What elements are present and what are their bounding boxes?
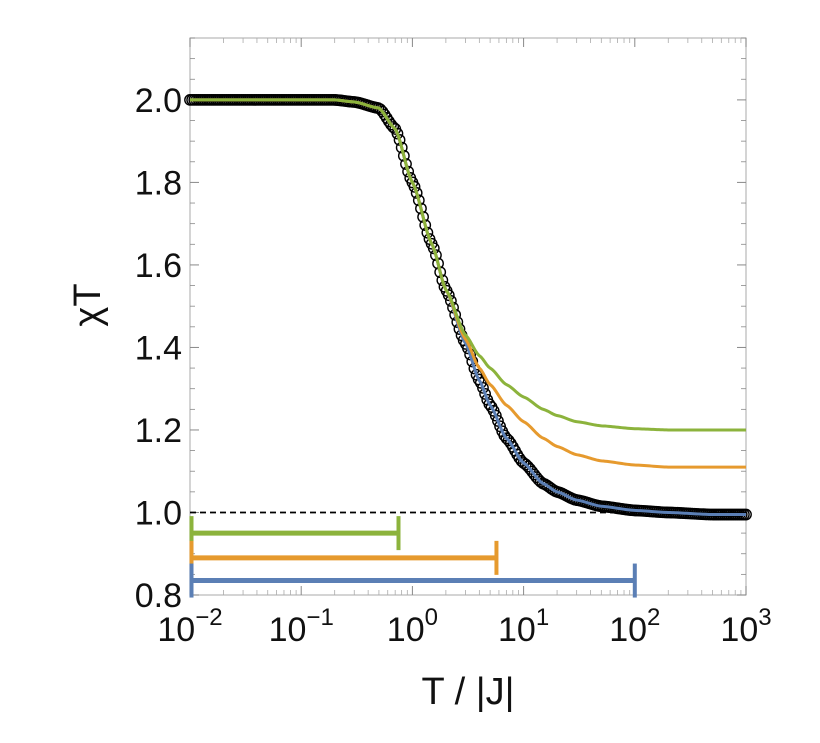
marker-series [184, 93, 752, 521]
x-tick-exponent: −2 [195, 604, 222, 631]
range-bar-1 [189, 516, 401, 551]
data-point [408, 180, 421, 193]
y-tick-label: 1.0 [135, 494, 182, 532]
x-tick-base: 10 [157, 611, 195, 649]
tick-labels: 0.81.01.21.41.61.82.010−2 10−1 100 101 102 10… [135, 82, 772, 649]
data-point [489, 409, 502, 422]
x-tick-base: 10 [387, 611, 425, 649]
data-point [427, 242, 440, 255]
x-tick-label: 100 [387, 604, 438, 649]
data-point [477, 381, 489, 394]
y-tick-label: 2.0 [135, 82, 182, 120]
data-point [376, 105, 389, 118]
x-tick-label: 102 [609, 604, 660, 649]
y-tick-label: 1.2 [135, 412, 182, 450]
series-line-2 [190, 98, 746, 469]
data-point [387, 121, 400, 133]
y-tick-label: 1.6 [135, 247, 182, 285]
x-tick-base: 10 [498, 611, 536, 649]
x-tick-label: 10−1 [269, 604, 334, 649]
range-bar-3 [189, 563, 637, 598]
data-point [442, 289, 455, 302]
x-tick-exponent: 0 [425, 604, 438, 631]
x-axis-label: T / |J| [422, 671, 515, 713]
x-tick-exponent: 3 [758, 604, 771, 631]
range-bars [189, 516, 637, 598]
x-tick-base: 10 [720, 611, 758, 649]
y-axis-label: χT [67, 283, 109, 326]
data-point [474, 376, 487, 389]
x-tick-exponent: 2 [647, 604, 660, 631]
series-line-1 [190, 98, 746, 517]
plot-frame [189, 37, 747, 596]
data-point [492, 415, 504, 427]
data-point [479, 387, 492, 400]
fit-curves [190, 98, 746, 517]
y-tick-label: 1.8 [135, 164, 182, 202]
data-point [502, 434, 515, 447]
series-line-3 [190, 98, 746, 432]
x-tick-exponent: 1 [536, 604, 549, 631]
x-tick-base: 10 [269, 611, 307, 649]
y-tick-label: 1.4 [135, 329, 182, 367]
y-tick-label: 0.8 [135, 577, 182, 615]
x-tick-label: 10−2 [157, 604, 222, 649]
range-bar-2 [189, 540, 499, 575]
plot-border [189, 37, 747, 596]
x-tick-base: 10 [609, 611, 647, 649]
x-tick-exponent: −1 [306, 604, 333, 631]
data-point [391, 127, 404, 140]
x-tick-label: 103 [720, 604, 771, 649]
data-point [483, 398, 496, 411]
x-tick-label: 101 [498, 604, 549, 649]
